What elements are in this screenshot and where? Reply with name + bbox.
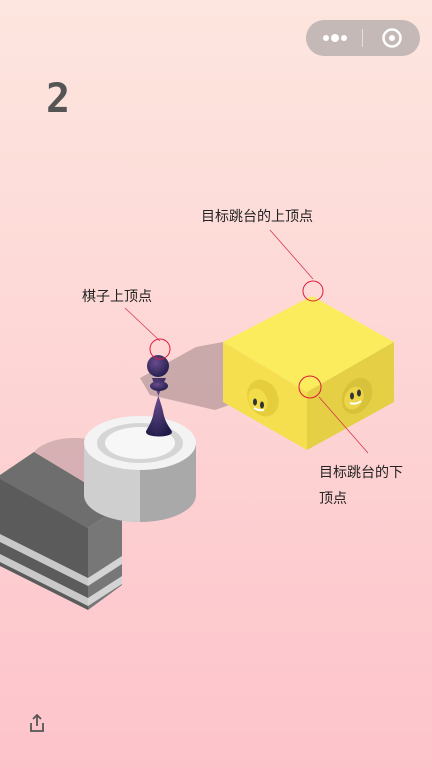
close-button[interactable] — [363, 20, 420, 56]
more-dots-icon — [323, 34, 347, 42]
more-button[interactable] — [306, 20, 362, 56]
label-target-top-vertex: 目标跳台的上顶点 — [201, 209, 313, 225]
annotation-circle-target-bottom — [298, 375, 322, 399]
gray-block — [0, 452, 122, 610]
label-piece-top-vertex: 棋子上顶点 — [82, 289, 152, 305]
player-piece — [146, 355, 172, 437]
white-pedestal — [84, 416, 196, 522]
annotation-circle-target-top — [302, 280, 324, 302]
share-button[interactable] — [26, 712, 48, 734]
annotation-line-piece-top — [124, 307, 161, 342]
label-target-bottom-vertex-line2: 顶点 — [319, 491, 347, 507]
label-target-bottom-vertex-line1: 目标跳台的下 — [319, 465, 403, 481]
annotation-circle-piece-top — [149, 338, 171, 360]
target-box-shadow — [140, 342, 238, 410]
box-face-left — [247, 379, 279, 417]
score-display: 2 — [46, 76, 71, 122]
annotation-line-target-top — [269, 229, 314, 280]
share-icon — [30, 713, 44, 732]
capsule-divider — [362, 29, 363, 47]
annotation-line-target-bottom — [318, 396, 369, 454]
target-circle-icon — [382, 28, 402, 48]
mini-program-capsule — [306, 20, 420, 56]
target-box — [223, 296, 394, 450]
box-face-right — [341, 377, 373, 415]
